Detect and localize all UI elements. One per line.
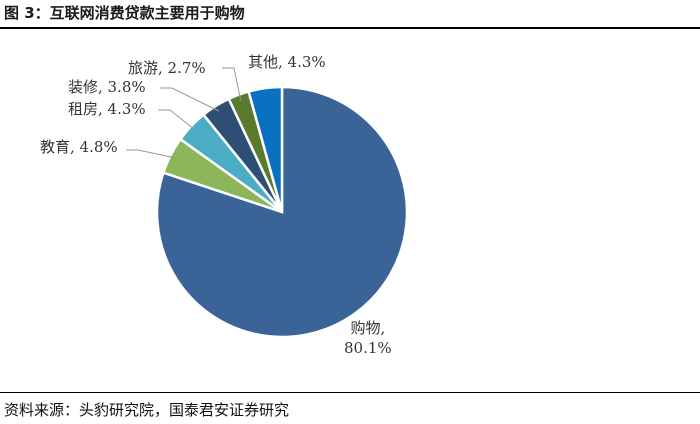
source-rule (0, 392, 700, 393)
title-rule (0, 27, 700, 29)
data-label: 其他, 4.3% (248, 53, 326, 71)
source-note: 资料来源：头豹研究院，国泰君安证券研究 (4, 401, 290, 419)
leader-line (158, 109, 196, 131)
data-label: 购物, 80.1% (344, 319, 392, 357)
leader-line (160, 87, 220, 112)
pie-slice (247, 85, 284, 213)
data-label: 旅游, 2.7% (128, 59, 206, 77)
chart-title: 图 3：互联网消费贷款主要用于购物 (4, 4, 245, 22)
data-label: 教育, 4.8% (40, 138, 118, 156)
leader-line (222, 67, 242, 101)
data-label: 租房, 4.3% (68, 100, 146, 118)
data-label: 装修, 3.8% (68, 78, 146, 96)
leader-line (126, 149, 177, 159)
